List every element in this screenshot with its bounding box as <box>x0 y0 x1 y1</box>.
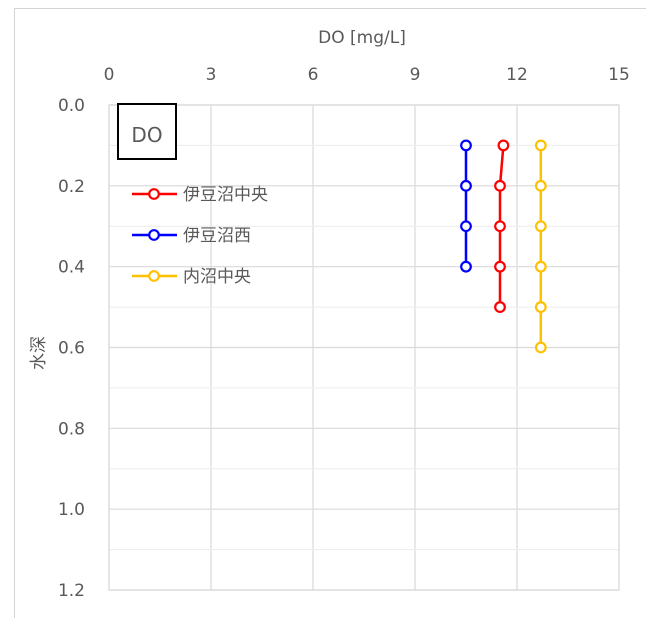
data-point <box>497 139 510 152</box>
x-tick-label: 15 <box>608 65 630 85</box>
legend-label: 内沼中央 <box>183 267 251 287</box>
y-tick-label: 0.8 <box>58 419 85 439</box>
x-axis-title: DO [mg/L] <box>318 28 406 48</box>
y-tick-label: 0.6 <box>58 339 85 359</box>
data-point <box>460 139 472 152</box>
data-point <box>460 179 472 192</box>
legend-swatch-marker <box>148 270 160 282</box>
data-point <box>534 341 547 354</box>
legend-swatch-marker <box>148 188 160 200</box>
x-tick-label: 3 <box>206 65 217 85</box>
y-tick-label: 0.0 <box>58 96 85 116</box>
series-1 <box>494 139 510 313</box>
data-point <box>494 301 506 313</box>
series-2 <box>460 139 472 273</box>
data-point <box>534 139 547 152</box>
y-tick-label: 1.2 <box>58 581 85 601</box>
y-tick-label: 0.2 <box>58 177 85 197</box>
legend-label: 伊豆沼西 <box>183 226 251 246</box>
legend-item: 内沼中央 <box>132 267 251 287</box>
axes: 0 3 6 9 12 15 0.0 0.2 0.4 0.6 0.8 1.0 1.2 <box>58 65 630 601</box>
chart-tag-label: DO <box>131 123 162 147</box>
x-tick-label: 6 <box>308 65 319 85</box>
data-point <box>494 260 506 273</box>
chart-tag-box <box>117 103 177 160</box>
chart-frame <box>14 8 646 618</box>
y-tick-label: 0.4 <box>58 258 85 278</box>
data-point <box>460 260 472 273</box>
data-point <box>534 260 547 273</box>
series-layer <box>460 139 547 354</box>
grid-lines <box>108 104 620 591</box>
legend-swatch-marker <box>148 229 160 241</box>
data-point <box>534 179 547 192</box>
series-3 <box>534 139 547 354</box>
data-point <box>460 220 472 233</box>
data-point <box>534 301 547 313</box>
legend-item: 伊豆沼西 <box>132 226 251 246</box>
y-axis-title: 水深 <box>29 336 49 370</box>
x-tick-label: 12 <box>506 65 528 85</box>
legend-item: 伊豆沼中央 <box>132 185 268 205</box>
data-point <box>494 179 506 192</box>
x-tick-label: 0 <box>104 65 115 85</box>
plot-area-border <box>108 104 620 591</box>
x-tick-label: 9 <box>410 65 421 85</box>
legend-label: 伊豆沼中央 <box>183 185 268 205</box>
chart-tag: DO <box>117 103 177 160</box>
data-point <box>494 220 506 233</box>
data-point <box>534 220 547 233</box>
y-tick-label: 1.0 <box>58 500 85 520</box>
